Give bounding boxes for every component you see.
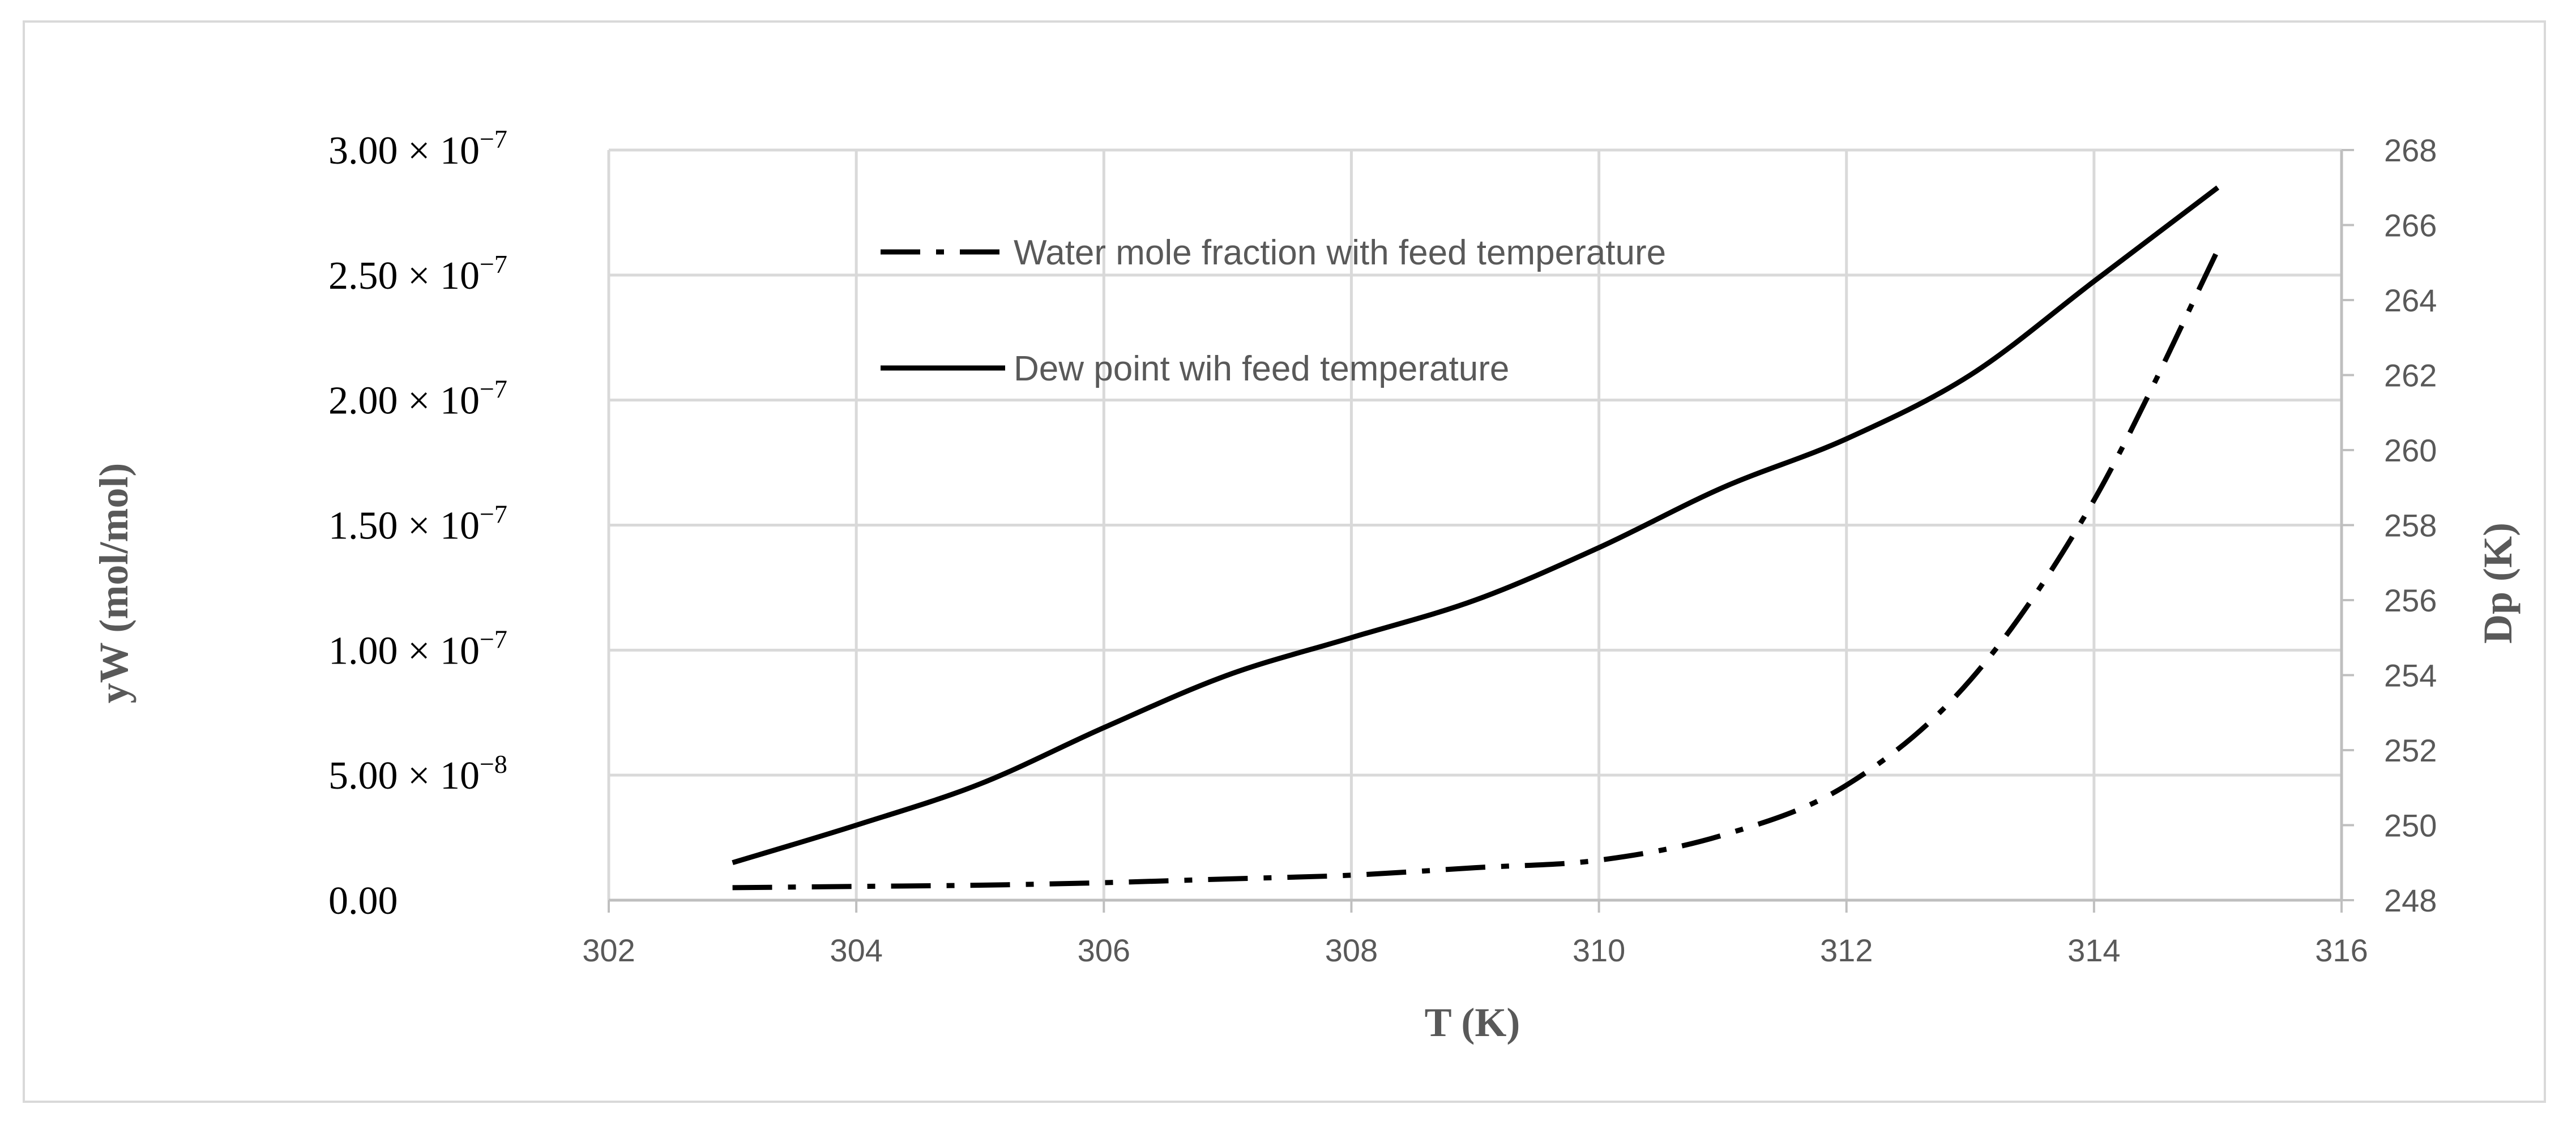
series-line-dew-point: [732, 185, 2220, 866]
y-axis-title: yW (mol/mol): [91, 463, 136, 704]
y2-tick-label: 262: [2384, 358, 2437, 393]
y-tick-label: 1.00 × 10−7: [328, 624, 507, 673]
y2-tick-label: 266: [2384, 208, 2437, 243]
y2-tick-label: 250: [2384, 808, 2437, 844]
y-tick-exponent: −7: [480, 125, 507, 153]
chart-frame: [23, 20, 2546, 1103]
series: [732, 185, 2220, 891]
x-axis-title: T (K): [1425, 1000, 1520, 1045]
y2-tick-label: 252: [2384, 733, 2437, 768]
y-tick-label: 1.50 × 10−7: [328, 500, 507, 548]
y-tick-exponent: −7: [480, 624, 507, 653]
y2-tick-label: 254: [2384, 658, 2437, 694]
y-tick-label: 5.00 × 10−8: [328, 750, 507, 798]
y2-tick-label: 248: [2384, 883, 2437, 918]
x-tick-label: 314: [2067, 932, 2120, 968]
y-tick-exponent: −8: [480, 750, 507, 778]
x-tick-label: 316: [2315, 932, 2368, 968]
y-tick-exponent: −7: [480, 250, 507, 279]
y2-axis-title: Dp (K): [2475, 523, 2521, 644]
x-tick-label: 304: [830, 932, 882, 968]
legend-label-dew-point: Dew point wih feed temperature: [1014, 349, 1509, 388]
x-tick-label: 302: [582, 932, 635, 968]
axes: 302 304 306 308 310 312 314 316 0.00 5.00 × 10−8 1…: [328, 125, 2437, 968]
x-tick-label: 306: [1078, 932, 1130, 968]
y-tick-exponent: −7: [480, 500, 507, 529]
y-tick-label: 0.00: [328, 879, 398, 923]
y-tick-label: 2.00 × 10−7: [328, 375, 507, 423]
y-tick-label: 3.00 × 10−7: [328, 125, 507, 173]
y2-tick-label: 256: [2384, 583, 2437, 618]
x-tick-label: 310: [1573, 932, 1625, 968]
legend-label-water-mole-fraction: Water mole fraction with feed temperatur…: [1014, 233, 1666, 272]
legend: Water mole fraction with feed temperatur…: [881, 233, 1666, 388]
y2-tick-label: 268: [2384, 132, 2437, 168]
y2-tick-label: 258: [2384, 508, 2437, 544]
x-tick-label: 312: [1820, 932, 1873, 968]
series-line-water-mole-fraction: [732, 249, 2220, 891]
x-tick-label: 308: [1325, 932, 1378, 968]
y-tick-label: 2.50 × 10−7: [328, 250, 507, 298]
y2-tick-label: 264: [2384, 283, 2437, 318]
y-tick-exponent: −7: [480, 375, 507, 404]
y2-tick-label: 260: [2384, 433, 2437, 468]
